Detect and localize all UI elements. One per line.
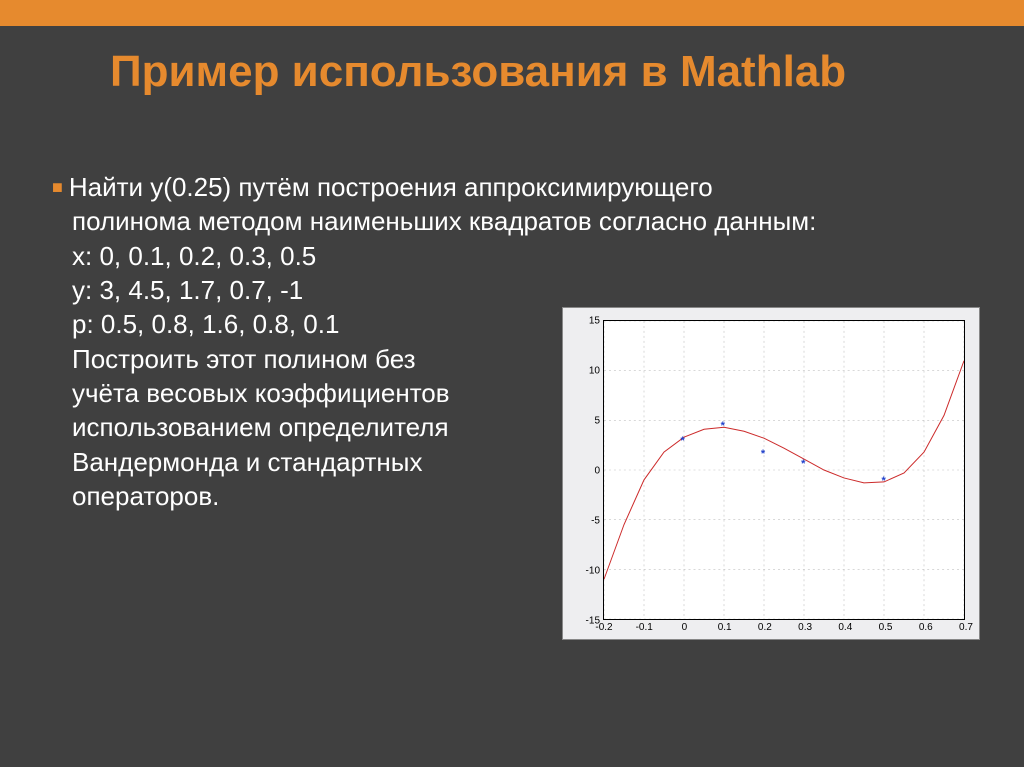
line2: полинома методом наименьших квадратов со… [72, 206, 816, 236]
scatter-marker: * [680, 437, 688, 445]
scatter-marker: * [882, 477, 890, 485]
scatter-marker: * [721, 422, 729, 430]
chart-svg [604, 321, 964, 619]
xtick-label: 0.6 [919, 622, 933, 633]
slide-title: Пример использования в Mathlab [110, 48, 846, 96]
scatter-marker: * [801, 460, 809, 468]
xtick-label: -0.2 [595, 622, 612, 633]
line4: y: 3, 4.5, 1.7, 0.7, -1 [72, 275, 303, 305]
ytick-label: 10 [572, 366, 600, 377]
ytick-label: -10 [572, 566, 600, 577]
xtick-label: 0.3 [798, 622, 812, 633]
xtick-label: 0.7 [959, 622, 973, 633]
line9: Вандермонда и стандартных [72, 445, 572, 479]
line3: x: 0, 0.1, 0.2, 0.3, 0.5 [72, 241, 316, 271]
xtick-label: 0.2 [758, 622, 772, 633]
accent-bar [0, 0, 1024, 26]
line7: учёта весовых коэффициентов [72, 376, 572, 410]
line5: p: 0.5, 0.8, 1.6, 0.8, 0.1 [72, 309, 339, 339]
bullet-icon: ■ [52, 177, 63, 197]
xtick-label: 0.5 [879, 622, 893, 633]
line6: Построить этот полином без [72, 342, 572, 376]
line10: операторов. [72, 479, 572, 513]
chart-figure: -15-10-5051015 -0.2-0.100.10.20.30.40.50… [562, 307, 980, 640]
line8: использованием определителя [72, 410, 572, 444]
xtick-label: -0.1 [636, 622, 653, 633]
xtick-label: 0.4 [838, 622, 852, 633]
xtick-label: 0.1 [718, 622, 732, 633]
scatter-marker: * [761, 450, 769, 458]
xtick-label: 0 [682, 622, 688, 633]
chart-axes: -15-10-5051015 -0.2-0.100.10.20.30.40.50… [603, 320, 965, 620]
ytick-label: 5 [572, 416, 600, 427]
line1: Найти y(0.25) путём построения аппроксим… [69, 172, 713, 202]
ytick-label: -5 [572, 516, 600, 527]
ytick-label: 0 [572, 466, 600, 477]
ytick-label: 15 [572, 316, 600, 327]
